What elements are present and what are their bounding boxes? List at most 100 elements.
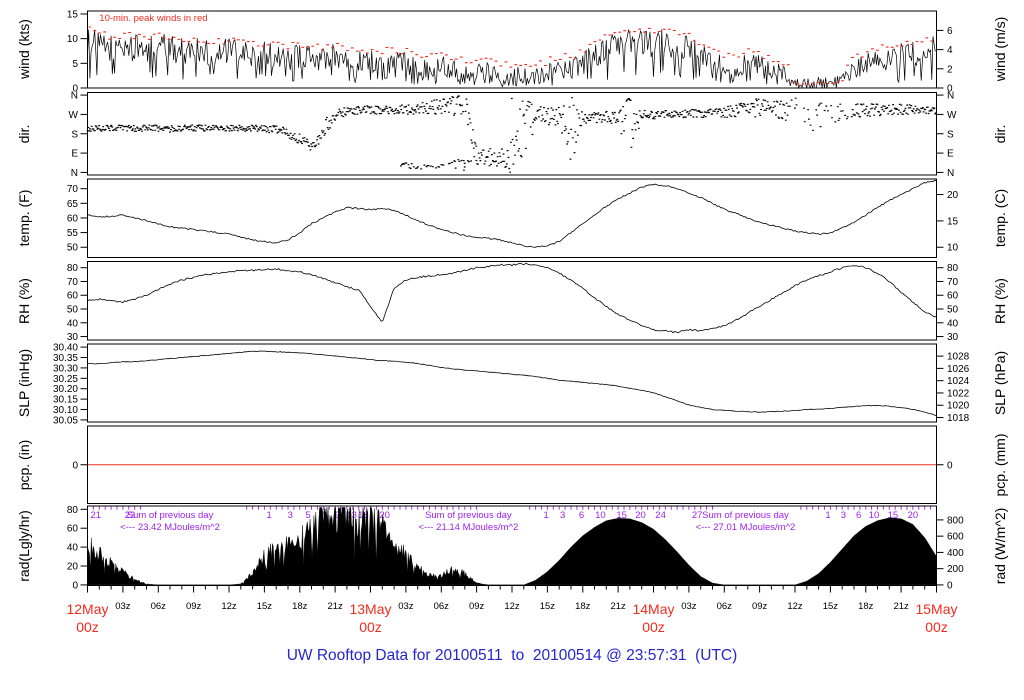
svg-text:06z: 06z <box>717 601 733 612</box>
svg-text:1: 1 <box>266 510 271 521</box>
svg-text:20: 20 <box>67 562 79 573</box>
svg-text:00z: 00z <box>76 619 99 635</box>
svg-text:5: 5 <box>305 510 310 521</box>
svg-text:3: 3 <box>288 510 293 521</box>
svg-text:20: 20 <box>635 510 646 521</box>
svg-text:70: 70 <box>947 277 959 288</box>
svg-text:50: 50 <box>67 305 79 316</box>
svg-text:15: 15 <box>888 510 899 521</box>
svg-text:21z: 21z <box>327 601 343 612</box>
svg-text:30.10: 30.10 <box>53 405 78 416</box>
svg-text:30.05: 30.05 <box>53 415 78 426</box>
svg-text:200: 200 <box>947 564 964 575</box>
svg-text:1022: 1022 <box>947 388 970 399</box>
rad-left-axis-label: rad(Lgly/hr) <box>16 510 32 582</box>
svg-text:20: 20 <box>379 510 390 521</box>
svg-text:5: 5 <box>72 59 78 70</box>
svg-text:800: 800 <box>947 515 964 526</box>
svg-text:15z: 15z <box>540 601 556 612</box>
svg-text:30.20: 30.20 <box>53 384 78 395</box>
svg-text:60: 60 <box>947 291 959 302</box>
svg-text:50: 50 <box>67 243 79 254</box>
svg-text:12z: 12z <box>787 601 803 612</box>
svg-text:12z: 12z <box>504 601 520 612</box>
svg-text:12z: 12z <box>221 601 237 612</box>
svg-text:70: 70 <box>67 184 79 195</box>
svg-text:40: 40 <box>67 318 79 329</box>
svg-text:55: 55 <box>67 228 79 239</box>
svg-text:15May: 15May <box>915 601 957 617</box>
svg-text:N: N <box>947 168 954 179</box>
svg-text:14May: 14May <box>632 601 674 617</box>
svg-text:09z: 09z <box>752 601 768 612</box>
svg-text:06z: 06z <box>151 601 167 612</box>
svg-text:15z: 15z <box>257 601 273 612</box>
svg-text:W: W <box>947 110 957 121</box>
svg-text:00z: 00z <box>925 619 948 635</box>
svg-text:10: 10 <box>869 510 880 521</box>
svg-text:E: E <box>71 149 78 160</box>
svg-text:3: 3 <box>560 510 565 521</box>
svg-text:15z: 15z <box>823 601 839 612</box>
svg-text:13May: 13May <box>349 601 391 617</box>
svg-text:0: 0 <box>72 84 78 95</box>
svg-text:6: 6 <box>856 510 861 521</box>
svg-text:80: 80 <box>947 263 959 274</box>
svg-text:30: 30 <box>947 332 959 343</box>
svg-text:80: 80 <box>67 505 79 516</box>
svg-text:30.35: 30.35 <box>53 353 78 364</box>
svg-text:21: 21 <box>90 510 101 521</box>
svg-text:30.40: 30.40 <box>53 343 78 354</box>
svg-text:09z: 09z <box>186 601 202 612</box>
svg-text:20: 20 <box>908 510 919 521</box>
svg-text:0: 0 <box>72 460 78 471</box>
svg-text:0: 0 <box>947 460 953 471</box>
svg-text:00z: 00z <box>359 619 382 635</box>
svg-text:1020: 1020 <box>947 401 970 412</box>
svg-text:20: 20 <box>947 190 959 201</box>
svg-text:6: 6 <box>947 26 953 37</box>
svg-text:18z: 18z <box>858 601 874 612</box>
svg-text:<--- 21.14 MJoules/m^2: <--- 21.14 MJoules/m^2 <box>418 522 518 533</box>
svg-text:1024: 1024 <box>947 376 970 387</box>
svg-text:E: E <box>947 149 954 160</box>
svg-text:10: 10 <box>67 34 79 45</box>
svg-text:10: 10 <box>595 510 606 521</box>
svg-text:Sum of previous day: Sum of previous day <box>702 510 789 521</box>
svg-text:4: 4 <box>947 45 953 56</box>
svg-text:1026: 1026 <box>947 364 970 375</box>
svg-text:24: 24 <box>655 510 666 521</box>
svg-text:600: 600 <box>947 532 964 543</box>
svg-text:09z: 09z <box>469 601 485 612</box>
svg-text:9: 9 <box>335 510 340 521</box>
svg-text:N: N <box>71 168 78 179</box>
svg-text:03z: 03z <box>681 601 697 612</box>
svg-text:15: 15 <box>616 510 627 521</box>
svg-text:15: 15 <box>67 9 79 20</box>
svg-text:400: 400 <box>947 548 964 559</box>
svg-text:10: 10 <box>947 243 959 254</box>
svg-text:23: 23 <box>125 510 136 521</box>
svg-text:S: S <box>947 129 954 140</box>
svg-text:15: 15 <box>947 216 959 227</box>
svg-text:0: 0 <box>947 580 953 591</box>
svg-text:50: 50 <box>947 305 959 316</box>
svg-text:70: 70 <box>67 277 79 288</box>
svg-text:2: 2 <box>947 64 953 75</box>
svg-text:3: 3 <box>841 510 846 521</box>
svg-text:60: 60 <box>67 291 79 302</box>
svg-text:1018: 1018 <box>947 413 970 424</box>
svg-text:27: 27 <box>692 510 703 521</box>
svg-text:12May: 12May <box>66 601 108 617</box>
svg-text:S: S <box>71 129 78 140</box>
svg-text:13: 13 <box>346 510 357 521</box>
svg-text:0: 0 <box>72 580 78 591</box>
svg-text:21z: 21z <box>610 601 626 612</box>
svg-text:30.30: 30.30 <box>53 363 78 374</box>
svg-text:00z: 00z <box>642 619 665 635</box>
svg-text:6: 6 <box>579 510 584 521</box>
svg-text:18z: 18z <box>292 601 308 612</box>
svg-text:40: 40 <box>947 318 959 329</box>
